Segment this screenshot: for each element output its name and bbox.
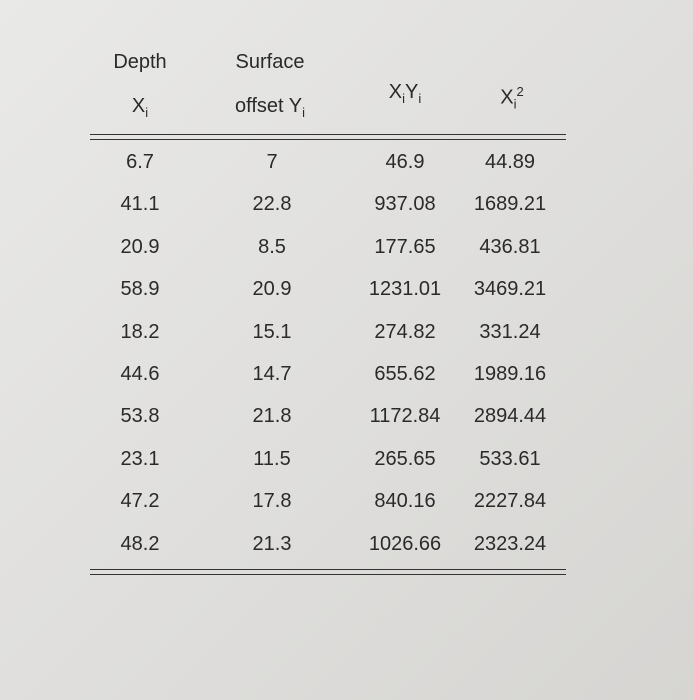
table-cell: 533.61 <box>479 447 541 470</box>
header-sub: i <box>145 105 149 120</box>
table-cell: 6.7 <box>126 151 154 173</box>
table-cell: 17.8 <box>252 490 292 513</box>
table-cell: 1172.84 <box>369 405 441 428</box>
table-cell: 47.2 <box>120 490 160 513</box>
table-cell: 274.82 <box>374 320 436 343</box>
table-cell: 15.1 <box>252 320 292 343</box>
table-cell: 265.65 <box>374 447 436 470</box>
table-cell: 1689.21 <box>473 193 547 216</box>
table-cell: 20.9 <box>120 235 160 258</box>
header-var: Xi2 <box>447 80 577 117</box>
header-var: Xi <box>75 94 205 125</box>
table-cell: 436.81 <box>479 235 541 258</box>
header-text: X <box>131 95 146 117</box>
table-cell: 23.1 <box>120 447 160 470</box>
table-cell: 1989.16 <box>473 363 547 385</box>
table-cell: 18.2 <box>120 320 160 343</box>
header-text: Depth <box>113 51 167 73</box>
table-cell: 7 <box>266 151 278 173</box>
header-sub: i <box>302 105 305 120</box>
table-cell: 21.3 <box>252 532 292 555</box>
table-cell: 840.16 <box>374 490 436 513</box>
header-text: X <box>500 86 514 109</box>
table-cell: 2227.84 <box>473 490 547 513</box>
table-cell: 21.8 <box>252 405 292 428</box>
table-cell: 22.8 <box>252 193 292 216</box>
rule <box>90 134 566 135</box>
table-cell: 44.89 <box>484 151 536 173</box>
table-cell: 177.65 <box>374 235 436 258</box>
table-cell: 41.1 <box>120 193 160 216</box>
table-cell: 1231.01 <box>368 278 442 301</box>
table-cell: 937.08 <box>374 193 436 216</box>
rule <box>90 574 566 575</box>
header-sup: 2 <box>516 84 524 99</box>
header-text: Surface <box>235 51 305 73</box>
table-cell: 53.8 <box>120 405 160 428</box>
table-cell: 14.7 <box>252 363 292 385</box>
table-cell: 655.62 <box>374 363 436 385</box>
table-cell: 44.6 <box>120 363 160 385</box>
table-cell: 20.9 <box>252 278 292 301</box>
header-sub: i <box>402 91 405 106</box>
header-sub: i <box>513 96 517 112</box>
header-text: X <box>388 81 403 103</box>
table-cell: 48.2 <box>120 532 160 555</box>
table-cell: 2894.44 <box>473 405 547 428</box>
table-cell: 1026.66 <box>368 532 442 555</box>
rule <box>90 569 566 570</box>
table-cell: 11.5 <box>253 447 291 470</box>
table-cell: 8.5 <box>258 235 286 258</box>
header-var: XiYi <box>340 80 470 111</box>
table-cell: 3469.21 <box>473 278 547 301</box>
header-var: offset Yi <box>205 94 335 125</box>
header-text: Y <box>405 81 419 103</box>
table-cell: 331.24 <box>479 320 541 343</box>
rule <box>90 139 566 140</box>
table-cell: 58.9 <box>120 278 160 301</box>
table-cell: 46.9 <box>385 151 425 173</box>
header-sub: i <box>418 91 422 106</box>
table-cell: 2323.24 <box>473 532 547 555</box>
header-text: offset Y <box>235 95 303 117</box>
